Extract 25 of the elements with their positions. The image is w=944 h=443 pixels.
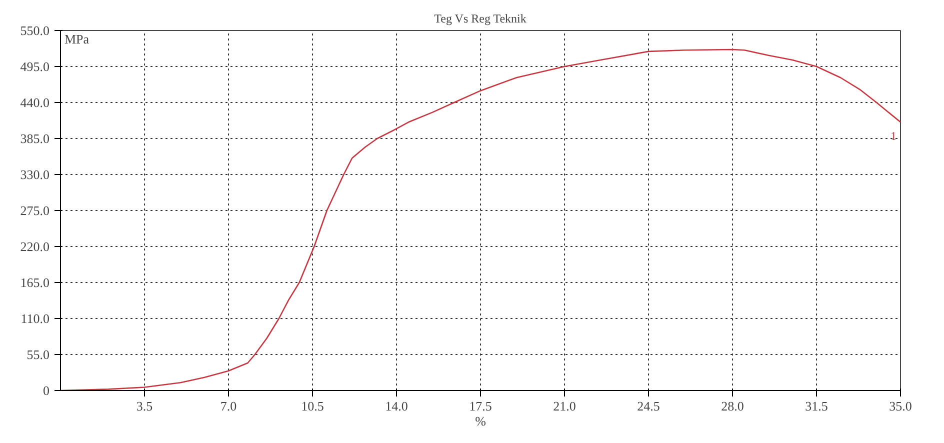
y-tick-label: 440.0 [20, 95, 50, 110]
x-tick-label: 17.5 [469, 398, 492, 414]
y-tick-label: 55.0 [26, 347, 50, 362]
y-tick-label: 385.0 [20, 131, 50, 146]
y-tick-label: 275.0 [20, 203, 50, 218]
series-label: 1 [890, 129, 896, 144]
y-tick-label: 495.0 [20, 59, 50, 74]
y-tick-label: 220.0 [20, 239, 50, 254]
y-tick-label: 165.0 [20, 275, 50, 290]
x-tick-label: 14.0 [385, 398, 408, 414]
x-tick-label: 28.0 [721, 398, 744, 414]
x-tick-label: 31.5 [805, 398, 828, 414]
y-tick-label: 550.0 [20, 23, 50, 38]
x-tick-label: 3.5 [136, 398, 153, 414]
y-tick-label: 330.0 [20, 167, 50, 182]
x-axis-title: % [475, 414, 486, 428]
x-tick-label: 10.5 [301, 398, 324, 414]
y-tick-label: 110.0 [20, 311, 50, 326]
x-tick-label: 21.0 [553, 398, 576, 414]
y-tick-label: 0 [43, 383, 50, 398]
y-axis-title: MPa [64, 32, 90, 46]
x-tick-label: 24.5 [637, 398, 660, 414]
chart-title: Teg Vs Reg Teknik [434, 12, 526, 26]
x-tick-label: 7.0 [220, 398, 237, 414]
x-tick-label: 35.0 [889, 398, 912, 414]
